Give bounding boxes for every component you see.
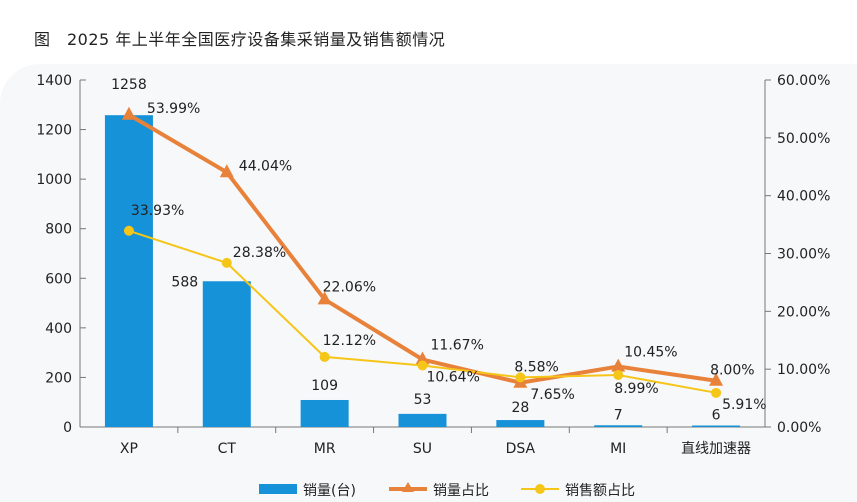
triangle-marker <box>415 351 430 365</box>
bar-XP <box>104 115 153 428</box>
line-label: 33.93% <box>131 203 184 219</box>
right-tick-label: 0.00% <box>777 420 821 436</box>
line-label: 53.99% <box>147 101 200 117</box>
x-tick-label: 直线加速器 <box>681 440 751 457</box>
legend-triangle-icon <box>402 482 414 492</box>
right-tick-label: 20.00% <box>777 304 830 320</box>
circle-marker <box>221 257 232 268</box>
triangle-marker <box>709 372 724 386</box>
triangle-marker <box>219 164 234 178</box>
bar-DSA <box>496 420 545 427</box>
bar-直线加速器 <box>692 425 741 427</box>
circle-marker <box>711 387 722 398</box>
legend-label: 销售额占比 <box>565 483 635 499</box>
bar-label: 6 <box>712 408 721 424</box>
bar-label: 7 <box>614 407 623 423</box>
right-tick-label: 50.00% <box>777 131 830 147</box>
circle-marker <box>123 225 134 236</box>
bar-label: 588 <box>171 274 198 290</box>
bar-MR <box>300 399 349 427</box>
figure-title: 图 2025 年上半年全国医疗设备集采销量及销售额情况 <box>34 30 446 49</box>
left-tick-label: 600 <box>45 271 72 287</box>
right-tick-label: 60.00% <box>777 73 830 89</box>
bar-label: 53 <box>414 392 432 408</box>
line-label: 22.06% <box>323 279 376 295</box>
right-tick-label: 30.00% <box>777 247 830 263</box>
bar-CT <box>202 281 251 427</box>
bar-label: 109 <box>311 378 338 394</box>
x-tick-label: SU <box>413 441 432 457</box>
triangle-marker <box>121 106 136 120</box>
line-label: 8.58% <box>514 359 558 375</box>
circle-marker <box>319 351 330 362</box>
line-label: 11.67% <box>431 338 484 354</box>
x-tick-label: MI <box>610 441 626 457</box>
left-tick-label: 1400 <box>36 73 72 89</box>
left-tick-label: 0 <box>63 420 72 436</box>
bar-MI <box>594 425 643 427</box>
line-label: 10.64% <box>427 369 480 385</box>
circle-marker <box>515 372 526 383</box>
line-label: 7.65% <box>530 387 574 403</box>
left-tick-label: 1200 <box>36 123 72 139</box>
legend-circle-icon <box>535 484 545 494</box>
legend-label: 销量占比 <box>433 483 489 499</box>
bar-label: 1258 <box>111 77 147 93</box>
x-tick-label: MR <box>314 441 336 457</box>
x-tick-label: XP <box>120 441 138 457</box>
legend-label: 销量(台) <box>303 483 356 499</box>
bar-SU <box>398 413 447 427</box>
circle-marker <box>613 370 624 381</box>
circle-marker <box>417 360 428 371</box>
x-tick-label: CT <box>218 441 237 457</box>
left-tick-label: 200 <box>45 370 72 386</box>
line-label: 28.38% <box>233 245 286 261</box>
legend-bar-swatch <box>259 484 297 494</box>
line-label: 12.12% <box>323 333 376 349</box>
left-tick-label: 1000 <box>36 172 72 188</box>
x-tick-label: DSA <box>506 441 536 457</box>
left-tick-label: 400 <box>45 321 72 337</box>
right-tick-label: 10.00% <box>777 362 830 378</box>
line-label: 8.99% <box>614 381 658 397</box>
triangle-marker <box>611 358 626 372</box>
line-label: 44.04% <box>239 158 292 174</box>
line-label: 5.91% <box>722 397 766 413</box>
left-tick-label: 800 <box>45 222 72 238</box>
triangle-marker <box>317 291 332 305</box>
right-tick-label: 40.00% <box>777 189 830 205</box>
line-label: 8.00% <box>710 363 754 379</box>
line-label: 10.45% <box>624 345 677 361</box>
bar-label: 28 <box>511 400 529 416</box>
